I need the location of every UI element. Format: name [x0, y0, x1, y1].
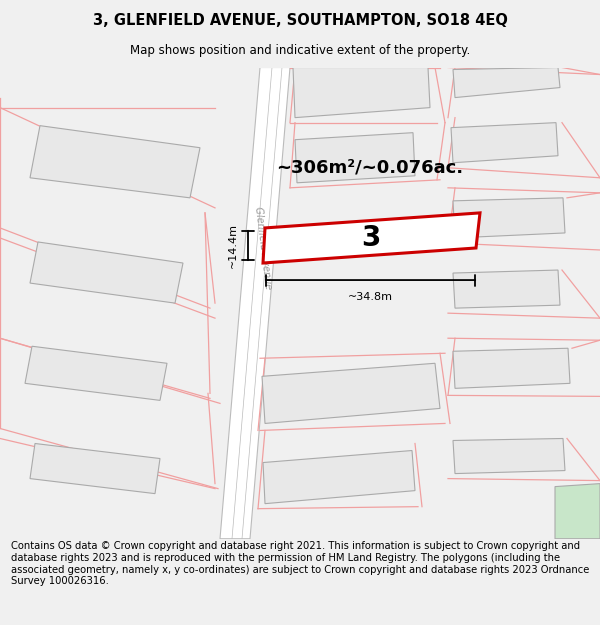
Text: Contains OS data © Crown copyright and database right 2021. This information is : Contains OS data © Crown copyright and d…	[11, 541, 589, 586]
Polygon shape	[262, 363, 440, 424]
Text: 3: 3	[361, 224, 380, 252]
Polygon shape	[30, 444, 160, 494]
Polygon shape	[555, 484, 600, 539]
Polygon shape	[263, 451, 415, 504]
Polygon shape	[263, 213, 480, 263]
Polygon shape	[30, 126, 200, 198]
Text: ~34.8m: ~34.8m	[348, 292, 393, 302]
Polygon shape	[453, 198, 565, 238]
Text: Map shows position and indicative extent of the property.: Map shows position and indicative extent…	[130, 44, 470, 57]
Polygon shape	[453, 270, 560, 308]
Polygon shape	[25, 346, 167, 401]
Text: ~14.4m: ~14.4m	[228, 223, 238, 268]
Polygon shape	[295, 132, 415, 182]
Polygon shape	[453, 68, 560, 98]
Text: 3, GLENFIELD AVENUE, SOUTHAMPTON, SO18 4EQ: 3, GLENFIELD AVENUE, SOUTHAMPTON, SO18 4…	[92, 12, 508, 28]
Polygon shape	[453, 348, 570, 388]
Polygon shape	[453, 439, 565, 474]
Polygon shape	[30, 242, 183, 303]
Polygon shape	[293, 68, 430, 118]
Text: Glenfield Avenue: Glenfield Avenue	[253, 206, 273, 290]
Text: ~306m²/~0.076ac.: ~306m²/~0.076ac.	[277, 159, 464, 177]
Polygon shape	[220, 68, 290, 539]
Polygon shape	[451, 122, 558, 162]
